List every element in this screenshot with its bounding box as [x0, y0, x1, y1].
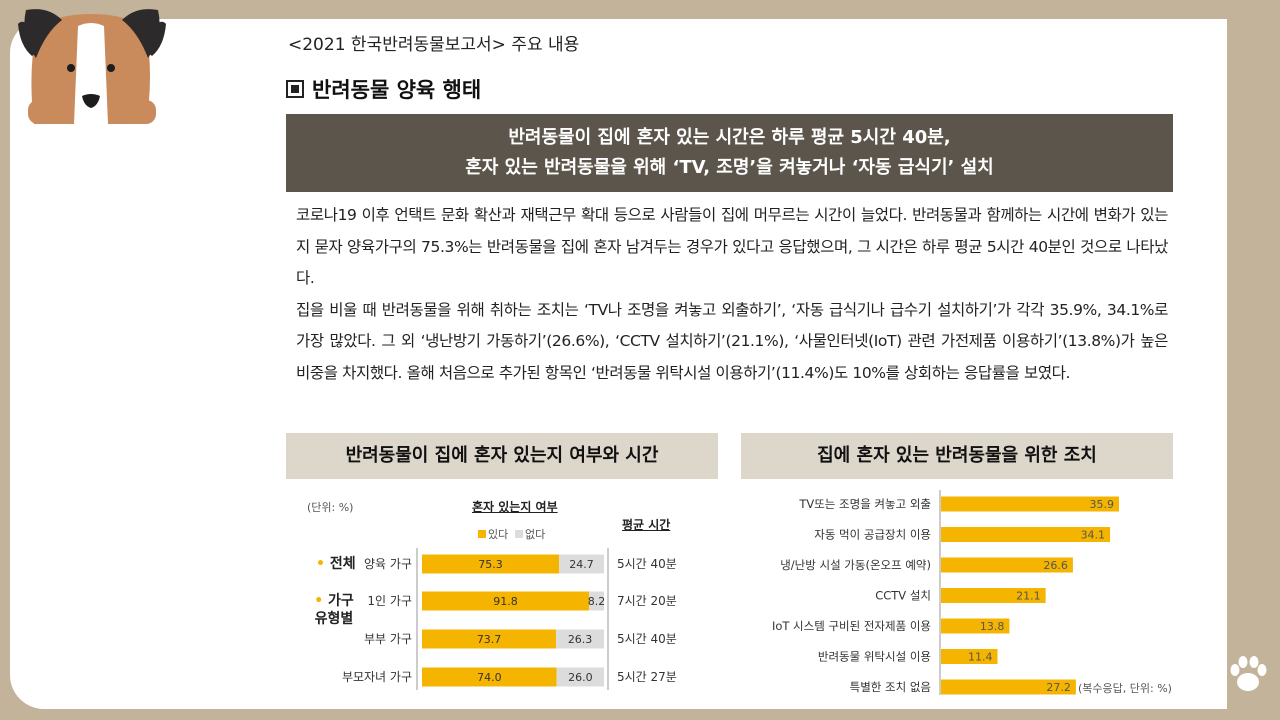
bar-yes-value: 74.0 — [477, 671, 502, 684]
avg-time-header: 평균 시간 — [622, 518, 671, 532]
body-text: 코로나19 이후 언택트 문화 확산과 재택근무 확대 등으로 사람들이 집에 … — [296, 200, 1168, 389]
right-category-label: 특별한 조치 없음 — [850, 680, 931, 694]
right-category-label: 반려동물 위탁시설 이용 — [818, 650, 931, 664]
body-paragraph-2: 집을 비울 때 반려동물을 위해 취하는 조치는 ‘TV나 조명을 켜놓고 외출… — [296, 300, 1168, 382]
bar-yes-value: 73.7 — [477, 633, 502, 646]
action-bar-value: 34.1 — [1081, 529, 1106, 542]
banner-line-1: 반려동물이 집에 혼자 있는 시간은 하루 평균 5시간 40분, — [508, 127, 951, 148]
bar-no — [559, 554, 604, 574]
legend-yes-swatch — [478, 530, 486, 538]
right-category-label: IoT 시스템 구비된 전자제품 이용 — [772, 619, 931, 633]
avg-time-value: 5시간 40분 — [617, 557, 677, 571]
left-category-label: 양육 가구 — [364, 557, 412, 571]
report-subtitle: <2021 한국반려동물보고서> 주요 내용 — [288, 35, 580, 55]
left-chart-plot: 양육 가구 75.3 24.7 5시간 40분 1인 가구 91.8 8.2 7시간 20분부… — [342, 548, 677, 690]
section-title: 반려동물 양육 행태 — [286, 74, 481, 104]
avg-time-value: 5시간 27분 — [617, 670, 677, 684]
group-household: • 가구 유형별 — [314, 593, 354, 627]
square-bullet-icon — [286, 80, 304, 98]
action-bar-value: 13.8 — [980, 620, 1005, 633]
bar-no-value: 8.2 — [588, 595, 606, 608]
left-unit-note: (단위: %) — [307, 501, 354, 514]
bar-yes — [422, 554, 560, 574]
bar-yes-value: 91.8 — [493, 595, 518, 608]
right-chart-note: (복수응답, 단위: %) — [1078, 682, 1172, 695]
right-category-label: 냉/난방 시설 가동(온오프 예약) — [780, 558, 931, 572]
action-bar-value: 21.1 — [1016, 590, 1041, 603]
bar-no — [556, 667, 604, 687]
section-title-text: 반려동물 양육 행태 — [312, 78, 482, 102]
action-bar — [941, 679, 1076, 695]
legend-no: 없다 — [515, 526, 545, 542]
right-category-label: CCTV 설치 — [875, 589, 931, 603]
action-bar-value: 26.6 — [1043, 559, 1068, 572]
left-subheader: 혼자 있는지 여부 — [472, 500, 558, 514]
avg-time-value: 5시간 40분 — [617, 632, 677, 646]
bar-no-value: 26.0 — [568, 671, 593, 684]
action-bar — [941, 588, 1046, 603]
right-chart-plot: TV또는 조명을 켜놓고 외출 35.9 자동 먹이 공급장치 이용 34.1 냉/난방… — [772, 490, 1119, 695]
right-margin-band — [1227, 19, 1280, 720]
action-bar — [941, 496, 1119, 512]
bar-yes-value: 75.3 — [478, 558, 503, 571]
left-category-label: 1인 가구 — [367, 594, 412, 608]
action-bar — [941, 557, 1073, 573]
bar-yes — [422, 667, 557, 687]
right-chart-title: 집에 혼자 있는 반려동물을 위한 조치 — [741, 433, 1173, 479]
group-household-label: 가구 유형별 — [314, 593, 354, 627]
action-bar — [941, 618, 1010, 634]
group-total-label: 전체 — [329, 556, 356, 572]
left-category-label: 부모자녀 가구 — [342, 670, 412, 684]
left-chart-title: 반려동물이 집에 혼자 있는지 여부와 시간 — [286, 433, 718, 479]
legend-no-swatch — [515, 530, 523, 538]
action-bar-value: 35.9 — [1090, 498, 1115, 511]
action-bar — [941, 527, 1111, 542]
group-total: • 전체 — [316, 556, 356, 572]
right-category-label: TV또는 조명을 켜놓고 외출 — [798, 497, 931, 511]
dog-illustration — [18, 9, 166, 124]
body-paragraph-1: 코로나19 이후 언택트 문화 확산과 재택근무 확대 등으로 사람들이 집에 … — [296, 206, 1168, 287]
right-category-label: 자동 먹이 공급장치 이용 — [814, 528, 931, 542]
action-bar-value: 11.4 — [968, 651, 993, 664]
bar-no-value: 26.3 — [568, 633, 593, 646]
legend-yes-label: 있다 — [488, 528, 509, 541]
bar-yes — [422, 629, 557, 649]
paw-print-icon — [1230, 656, 1267, 691]
bar-yes — [422, 591, 590, 611]
left-category-label: 부부 가구 — [364, 632, 412, 646]
action-bar-value: 27.2 — [1046, 681, 1071, 694]
headline-banner: 반려동물이 집에 혼자 있는 시간은 하루 평균 5시간 40분, 혼자 있는 … — [286, 114, 1173, 192]
legend-yes: 있다 — [478, 526, 508, 542]
avg-time-value: 7시간 20분 — [617, 594, 677, 608]
legend-no-label: 없다 — [525, 528, 546, 541]
bar-no-value: 24.7 — [569, 558, 594, 571]
bar-no — [589, 591, 604, 611]
bar-no — [556, 629, 604, 649]
action-bar — [941, 649, 998, 664]
banner-line-2: 혼자 있는 반려동물을 위해 ‘TV, 조명’을 켜놓거나 ‘자동 급식기’ 설… — [465, 157, 994, 178]
